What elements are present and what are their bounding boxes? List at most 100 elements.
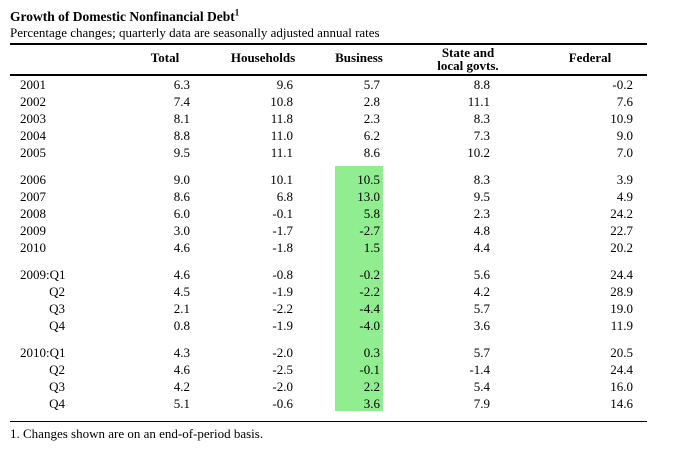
cell-state-local-govts: 5.7 xyxy=(473,301,490,316)
row-label: Q4 xyxy=(49,318,65,333)
table-row: 2009:Q1 4.6 -0.8 -0.2 5.6 24.4 xyxy=(10,266,647,283)
cell-households: -2.0 xyxy=(272,345,293,360)
column-header-state-local-line1: State and xyxy=(441,45,495,60)
cell-federal: 28.9 xyxy=(610,284,633,299)
cell-federal: 4.9 xyxy=(616,189,633,204)
cell-state-local-govts: 4.8 xyxy=(473,223,490,238)
page-subtitle: Percentage changes; quarterly data are s… xyxy=(10,25,380,40)
column-header-total: Total xyxy=(150,50,180,65)
cell-federal: 20.2 xyxy=(610,240,633,255)
cell-federal: 7.6 xyxy=(616,94,633,109)
cell-state-local-govts: 3.6 xyxy=(473,318,490,333)
section-gap-row xyxy=(10,161,647,171)
cell-federal: 24.4 xyxy=(610,267,633,282)
cell-total: 4.2 xyxy=(173,379,190,394)
cell-state-local-govts: 5.7 xyxy=(473,345,490,360)
cell-households: -0.6 xyxy=(272,396,293,411)
row-label: 2010 xyxy=(20,240,46,255)
cell-households: -1.8 xyxy=(272,240,293,255)
table-row: 2010:Q1 4.3 -2.0 0.3 5.7 20.5 xyxy=(10,344,647,361)
cell-state-local-govts: 11.1 xyxy=(467,94,490,109)
cell-federal: 3.9 xyxy=(616,172,633,187)
row-label: 2002 xyxy=(20,94,46,109)
cell-state-local-govts: 7.3 xyxy=(473,128,490,143)
page-title-text: Growth of Domestic Nonfinancial Debt xyxy=(10,9,235,24)
footnote: 1. Changes shown are on an end-of-period… xyxy=(10,426,264,441)
column-header-business: Business xyxy=(335,50,383,65)
cell-federal: 24.4 xyxy=(610,362,633,377)
row-label: 2004 xyxy=(20,128,46,143)
cell-households: -0.1 xyxy=(272,206,293,221)
cell-business: 5.8 xyxy=(363,206,380,221)
row-label: 2001 xyxy=(20,77,46,92)
row-label: 2007 xyxy=(20,189,46,204)
row-label: 2006 xyxy=(20,172,46,187)
cell-state-local-govts: 4.4 xyxy=(473,240,490,255)
cell-total: 9.0 xyxy=(173,172,190,187)
cell-households: -1.9 xyxy=(272,284,293,299)
cell-total: 9.5 xyxy=(173,145,190,160)
row-label: 2008 xyxy=(20,206,46,221)
section-gap-row xyxy=(10,256,647,266)
table-row: Q3 2.1 -2.2 -4.4 5.7 19.0 xyxy=(10,300,647,317)
table-row: 2001 6.3 9.6 5.7 8.8 -0.2 xyxy=(10,76,647,93)
cell-federal: 20.5 xyxy=(610,345,633,360)
cell-state-local-govts: 8.3 xyxy=(473,172,490,187)
cell-business: -0.2 xyxy=(359,267,380,282)
cell-business: 0.3 xyxy=(363,345,380,360)
row-label: 2009 xyxy=(20,223,46,238)
cell-state-local-govts: 9.5 xyxy=(473,189,490,204)
cell-business: -2.7 xyxy=(359,223,380,238)
cell-state-local-govts: 5.4 xyxy=(473,379,490,394)
cell-households: 11.8 xyxy=(270,111,293,126)
table-row: 2010 4.6 -1.8 1.5 4.4 20.2 xyxy=(10,239,647,256)
cell-total: 8.6 xyxy=(173,189,190,204)
table-row: 2009 3.0 -1.7 -2.7 4.8 22.7 xyxy=(10,222,647,239)
cell-business: -4.4 xyxy=(359,301,380,316)
table-row: 2007 8.6 6.8 13.0 9.5 4.9 xyxy=(10,188,647,205)
table-row: 2008 6.0 -0.1 5.8 2.3 24.2 xyxy=(10,205,647,222)
cell-households: 10.1 xyxy=(270,172,293,187)
table-row: 2002 7.4 10.8 2.8 11.1 7.6 xyxy=(10,93,647,110)
cell-households: 11.0 xyxy=(270,128,293,143)
cell-federal: 14.6 xyxy=(610,396,633,411)
table-row: Q4 0.8 -1.9 -4.0 3.6 11.9 xyxy=(10,317,647,334)
cell-business: -0.1 xyxy=(359,362,380,377)
row-label: Q4 xyxy=(49,396,65,411)
cell-households: -0.8 xyxy=(272,267,293,282)
cell-total: 4.6 xyxy=(173,267,190,282)
cell-households: -2.5 xyxy=(272,362,293,377)
row-label: Q3 xyxy=(49,379,65,394)
cell-state-local-govts: 5.6 xyxy=(473,267,490,282)
column-header-state-local-govts: State and local govts. xyxy=(408,46,528,72)
table-row: 2004 8.8 11.0 6.2 7.3 9.0 xyxy=(10,127,647,144)
column-header-households: Households xyxy=(230,50,296,65)
cell-total: 8.8 xyxy=(173,128,190,143)
cell-business: 5.7 xyxy=(363,77,380,92)
cell-state-local-govts: -1.4 xyxy=(469,362,490,377)
cell-state-local-govts: 4.2 xyxy=(473,284,490,299)
cell-business: 2.3 xyxy=(363,111,380,126)
column-header-state-local-line2: local govts. xyxy=(437,58,499,73)
cell-total: 4.5 xyxy=(173,284,190,299)
cell-state-local-govts: 8.3 xyxy=(473,111,490,126)
cell-state-local-govts: 7.9 xyxy=(473,396,490,411)
cell-total: 7.4 xyxy=(173,94,190,109)
row-label: Q2 xyxy=(49,284,65,299)
row-label: 2010:Q1 xyxy=(20,345,66,360)
page-title: Growth of Domestic Nonfinancial Debt1 xyxy=(0,0,679,24)
section-gap-row xyxy=(10,334,647,344)
cell-business: 6.2 xyxy=(363,128,380,143)
cell-federal: 22.7 xyxy=(610,223,633,238)
cell-total: 4.6 xyxy=(173,240,190,255)
cell-business: 10.5 xyxy=(357,172,380,187)
debt-growth-table: Total Households Business State and local… xyxy=(10,43,647,412)
table-row: Q2 4.5 -1.9 -2.2 4.2 28.9 xyxy=(10,283,647,300)
cell-total: 4.6 xyxy=(173,362,190,377)
cell-business: 13.0 xyxy=(357,189,380,204)
cell-state-local-govts: 8.8 xyxy=(473,77,490,92)
footnote-divider xyxy=(10,421,647,422)
cell-business: 1.5 xyxy=(363,240,380,255)
table-row: Q2 4.6 -2.5 -0.1 -1.4 24.4 xyxy=(10,361,647,378)
cell-total: 5.1 xyxy=(173,396,190,411)
